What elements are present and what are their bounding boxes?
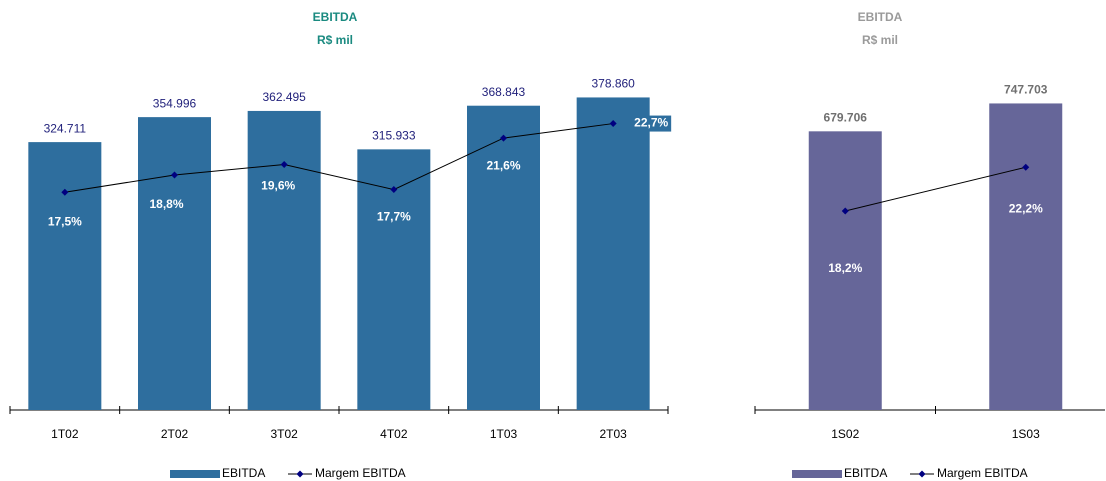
margin-value-label: 17,5%: [48, 214, 82, 228]
margin-label-box: [258, 178, 299, 195]
margin-value-label: 21,6%: [486, 158, 520, 172]
legend-swatch: [170, 470, 220, 478]
legend-marker: [918, 470, 926, 478]
bar: [576, 97, 650, 411]
x-tick-label: 2T02: [161, 427, 189, 441]
chart-title: EBITDA: [858, 10, 903, 24]
margin-label-box: [373, 209, 414, 226]
bar-value-label: 378.860: [591, 77, 635, 91]
legend-label: EBITDA: [844, 466, 887, 480]
margin-marker: [841, 207, 849, 215]
legend-label: Margem EBITDA: [315, 466, 406, 480]
bar: [247, 110, 321, 411]
bar-value-label: 324.711: [44, 121, 87, 135]
margin-label-box: [631, 115, 672, 132]
bar: [138, 117, 211, 411]
margin-label-box: [44, 214, 85, 231]
margin-marker: [390, 186, 398, 194]
x-tick-label: 2T03: [599, 427, 627, 441]
margin-marker: [500, 134, 507, 142]
margin-marker: [609, 120, 617, 128]
margin-value-label: 17,7%: [377, 210, 411, 224]
margin-value-label: 18,2%: [828, 261, 862, 275]
bar-value-label: 368.843: [482, 85, 526, 99]
chart-title: EBITDA: [313, 10, 358, 24]
margin-marker: [1022, 163, 1030, 171]
margin-value-label: 19,6%: [261, 179, 295, 193]
bar: [467, 105, 540, 410]
legend-swatch: [792, 470, 842, 478]
x-tick-label: 1T03: [490, 427, 518, 441]
margin-line: [64, 123, 614, 193]
bar-value-label: 747.703: [1004, 83, 1048, 97]
margin-marker: [61, 188, 69, 196]
chart-subtitle: R$ mil: [862, 33, 898, 47]
margin-value-label: 22,2%: [1009, 201, 1043, 215]
legend-label: Margem EBITDA: [937, 466, 1028, 480]
chart-subtitle: R$ mil: [317, 33, 353, 47]
margin-label-box: [146, 197, 187, 214]
margin-value-label: 22,7%: [634, 116, 668, 130]
legend-label: EBITDA: [222, 466, 265, 480]
bar: [28, 142, 102, 411]
x-tick-label: 1S02: [831, 427, 859, 441]
margin-label-box: [825, 261, 866, 278]
bar: [989, 103, 1063, 410]
margin-value-label: 18,8%: [149, 197, 183, 211]
legend-marker: [296, 470, 304, 478]
x-tick-label: 1T02: [51, 427, 79, 441]
margin-label-box: [483, 158, 524, 175]
x-tick-label: 3T02: [270, 427, 298, 441]
bar-value-label: 679.706: [824, 110, 868, 124]
margin-line: [845, 166, 1026, 212]
bar-value-label: 354.996: [153, 96, 197, 110]
x-tick-label: 1S03: [1012, 427, 1040, 441]
margin-label-box: [1005, 201, 1046, 218]
margin-marker: [280, 160, 288, 168]
bar-value-label: 315.933: [372, 129, 416, 143]
x-tick-label: 4T02: [380, 427, 408, 441]
margin-marker: [171, 171, 178, 179]
bar-value-label: 362.495: [262, 90, 306, 104]
